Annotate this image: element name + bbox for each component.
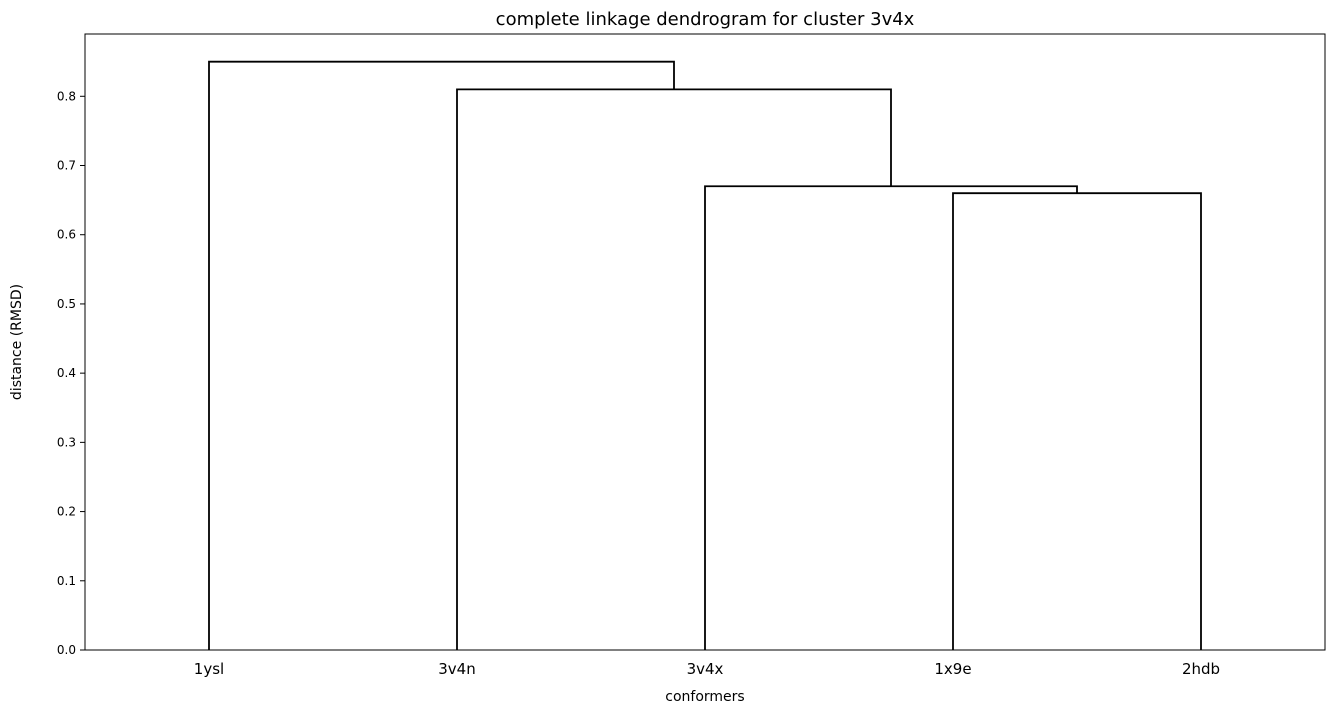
y-tick-label: 0.4: [57, 366, 76, 380]
dendrogram-link-1: [952, 192, 1202, 650]
y-tick-label: 0.2: [57, 505, 76, 519]
x-tick-label-1ysl: 1ysl: [194, 660, 224, 678]
y-tick-label: 0.8: [57, 89, 76, 103]
dendrogram-links: [208, 60, 1202, 650]
x-tick-label-3v4x: 3v4x: [687, 660, 724, 678]
y-axis-label: distance (RMSD): [9, 284, 25, 400]
y-axis-ticks: 0.0 0.1 0.2 0.3 0.4 0.5 0.6 0.7 0.8: [57, 89, 85, 657]
x-tick-label-1x9e: 1x9e: [934, 660, 971, 678]
x-axis-label: conformers: [665, 689, 744, 705]
y-tick-label: 0.3: [57, 435, 76, 449]
y-tick-label: 0.5: [57, 297, 76, 311]
dendrogram-link-2: [704, 185, 1078, 650]
x-tick-label-3v4n: 3v4n: [438, 660, 475, 678]
y-tick-label: 0.0: [57, 643, 76, 657]
dendrogram-link-4: [208, 60, 675, 650]
y-tick-label: 0.1: [57, 574, 76, 588]
chart-title: complete linkage dendrogram for cluster …: [496, 9, 915, 30]
y-tick-label: 0.6: [57, 228, 76, 242]
x-tick-label-2hdb: 2hdb: [1182, 660, 1220, 678]
y-tick-label: 0.7: [57, 159, 76, 173]
x-axis-ticks: 1ysl 3v4n 3v4x 1x9e 2hdb: [194, 660, 1220, 678]
dendrogram-link-3: [456, 88, 892, 650]
